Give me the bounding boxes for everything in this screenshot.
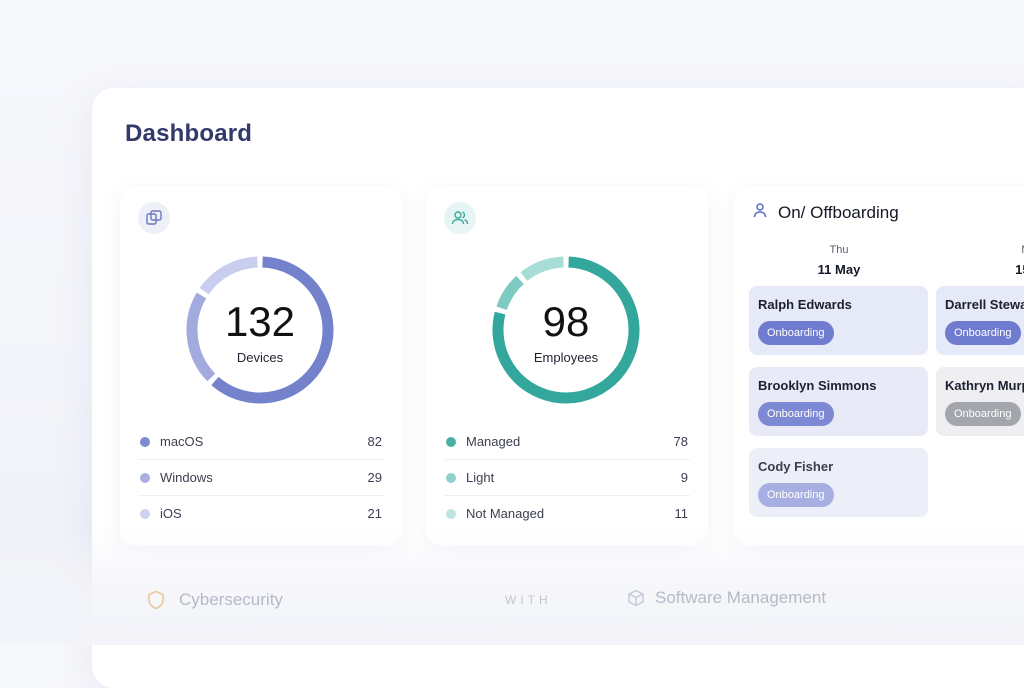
legend-dot	[140, 436, 150, 447]
devices-donut: 132 Devices	[182, 252, 338, 408]
person-card[interactable]: Kathryn Murp Onboarding	[936, 367, 1024, 436]
legend-row-light: Light 9	[444, 460, 690, 496]
legend-row-macos: macOS 82	[138, 424, 384, 460]
legend-dot	[446, 472, 456, 483]
person-name: Cody Fisher	[758, 459, 834, 474]
day-name: M	[936, 244, 1024, 256]
page-title: Dashboard	[125, 120, 253, 147]
legend-row-not-managed: Not Managed 11	[444, 496, 690, 531]
person-card[interactable]: Cody Fisher Onboarding	[749, 448, 928, 517]
legend-value: 78	[673, 434, 688, 449]
legend-row-windows: Windows 29	[138, 460, 384, 496]
person-name: Ralph Edwards	[758, 297, 852, 312]
day-header: M 15 I	[936, 244, 1024, 277]
person-card[interactable]: Brooklyn Simmons Onboarding	[749, 367, 928, 436]
donut-segment-managed	[492, 256, 640, 404]
user-icon	[752, 202, 768, 223]
donut-segment-macos	[211, 256, 334, 404]
onboarding-card: On/ Offboarding Thu 11 May M 15 I Ralph …	[734, 186, 1024, 546]
person-name: Kathryn Murp	[945, 378, 1024, 393]
status-badge: Onboarding	[758, 483, 834, 507]
day-name: Thu	[829, 244, 849, 256]
donut-segment-light	[496, 275, 524, 311]
shield-icon	[147, 590, 165, 610]
person-name: Brooklyn Simmons	[758, 378, 877, 393]
status-badge: Onboarding	[945, 402, 1021, 426]
devices-legend: macOS 82 Windows 29 iOS 21	[138, 424, 384, 531]
cube-icon	[627, 589, 645, 607]
day-date: 11 May	[817, 262, 861, 277]
software-section: Software Management	[627, 588, 826, 608]
legend-label: macOS	[160, 434, 204, 449]
day-date: 15 I	[1015, 262, 1024, 277]
status-badge: Onboarding	[945, 321, 1021, 345]
legend-value: 21	[367, 506, 382, 521]
person-card[interactable]: Darrell Stewa Onboarding	[936, 286, 1024, 355]
person-name: Darrell Stewa	[945, 297, 1024, 312]
legend-dot	[446, 508, 456, 519]
legend-value: 82	[367, 434, 382, 449]
donut-segment-windows	[186, 292, 216, 382]
devices-icon	[138, 202, 170, 234]
employees-card[interactable]: 98 Employees Managed 78 Light 9 Not Mana…	[426, 186, 708, 546]
cybersecurity-section: Cybersecurity	[147, 590, 283, 610]
devices-label: Devices	[236, 349, 284, 365]
employees-label: Employees	[533, 349, 599, 365]
donut-segment-not-managed	[520, 256, 564, 282]
legend-dot	[446, 436, 456, 447]
with-logo: WITH	[505, 593, 552, 607]
legend-label: Managed	[466, 434, 521, 449]
legend-value: 11	[674, 506, 689, 521]
legend-label: Not Managed	[466, 506, 545, 521]
legend-value: 29	[367, 470, 382, 485]
employees-donut: 98 Employees	[488, 252, 644, 408]
devices-total: 132	[224, 297, 296, 345]
legend-label: Light	[466, 470, 495, 485]
onboarding-header: On/ Offboarding	[752, 202, 899, 223]
employees-total: 98	[542, 297, 590, 345]
status-badge: Onboarding	[758, 321, 834, 345]
legend-value: 9	[680, 470, 688, 485]
devices-card[interactable]: 132 Devices macOS 82 Windows 29 iOS 21	[120, 186, 402, 546]
legend-row-managed: Managed 78	[444, 424, 690, 460]
person-card[interactable]: Ralph Edwards Onboarding	[749, 286, 928, 355]
donut-segment-ios	[199, 256, 258, 295]
day-header: Thu 11 May	[749, 244, 929, 277]
legend-row-ios: iOS 21	[138, 496, 384, 531]
legend-dot	[140, 508, 150, 519]
legend-label: Windows	[160, 470, 213, 485]
legend-dot	[140, 472, 150, 483]
legend-label: iOS	[160, 506, 182, 521]
onboarding-title: On/ Offboarding	[778, 202, 899, 222]
cybersecurity-label: Cybersecurity	[179, 590, 283, 609]
users-icon	[444, 202, 476, 234]
software-label: Software Management	[655, 588, 827, 607]
employees-legend: Managed 78 Light 9 Not Managed 11	[444, 424, 690, 531]
status-badge: Onboarding	[758, 402, 834, 426]
